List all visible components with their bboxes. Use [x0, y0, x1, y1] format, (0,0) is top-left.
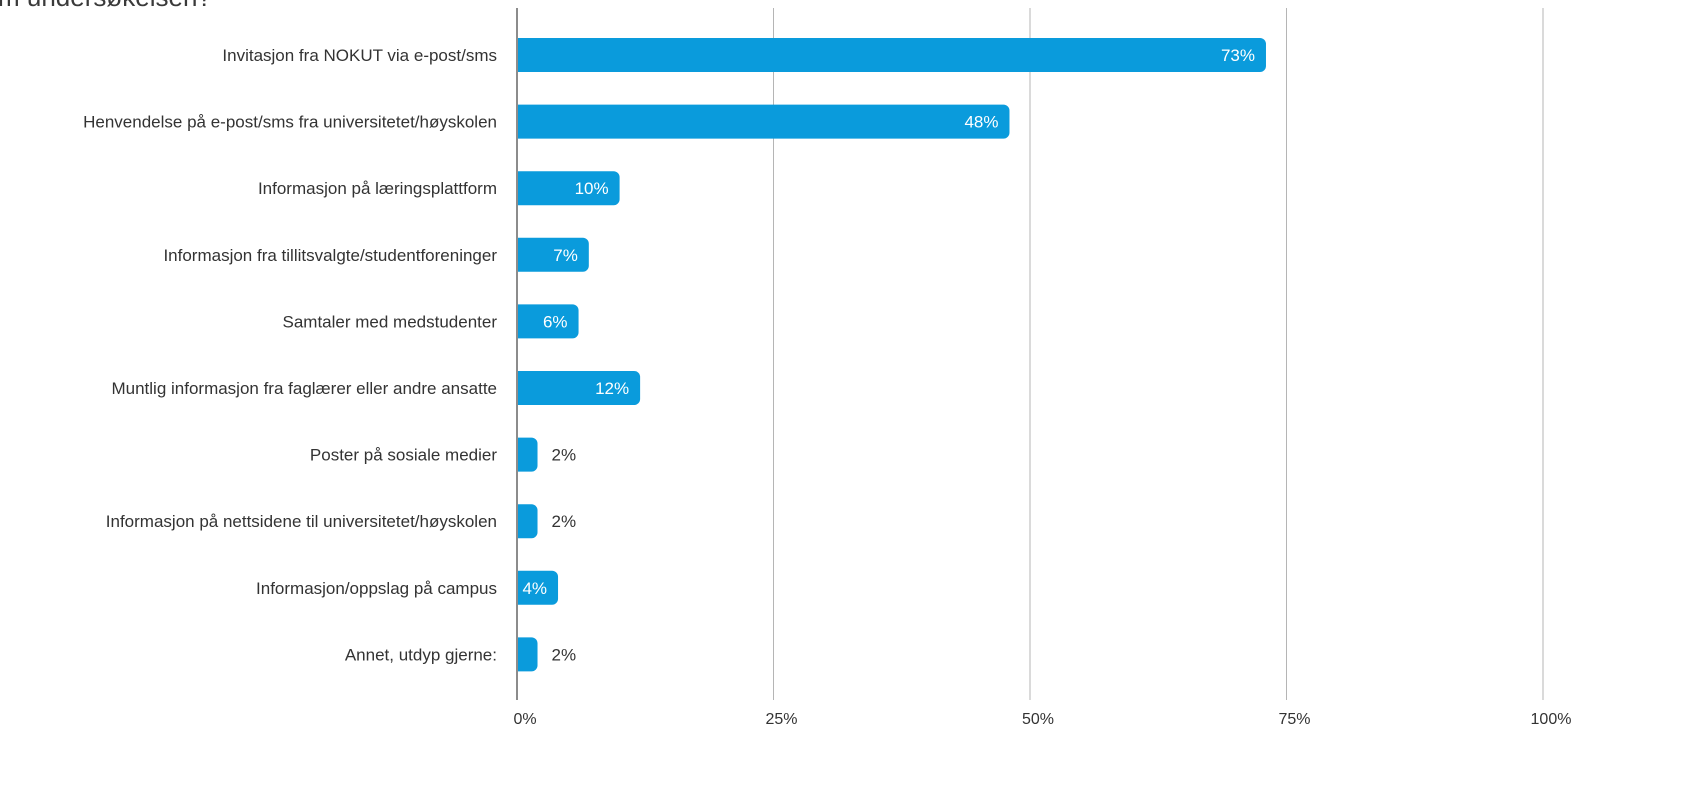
- x-tick-labels: 0% 25% 50% 75% 100%: [513, 711, 1571, 728]
- value-label: 4%: [522, 579, 547, 598]
- category-label: Informasjon på nettsidene til universite…: [106, 512, 497, 531]
- bar: [517, 38, 1266, 72]
- category-label: Samtaler med medstudenter: [283, 312, 498, 331]
- value-label: 2%: [552, 512, 577, 531]
- category-label: Informasjon/oppslag på campus: [256, 579, 497, 598]
- bar: [517, 104, 1010, 139]
- bar: [517, 504, 538, 539]
- chart-title: m undersøkelsen?: [0, 0, 212, 12]
- value-label: 7%: [553, 246, 578, 265]
- bar: [517, 237, 589, 272]
- bar: [517, 637, 538, 672]
- value-label: 12%: [595, 379, 629, 398]
- category-label: Muntlig informasjon fra faglærer eller a…: [111, 379, 497, 398]
- x-tick-label: 100%: [1531, 711, 1572, 728]
- x-tick-label: 0%: [513, 711, 536, 728]
- category-label: Informasjon fra tillitsvalgte/studentfor…: [163, 246, 497, 265]
- value-label: 48%: [964, 113, 998, 132]
- x-tick-label: 25%: [765, 711, 797, 728]
- category-label: Poster på sosiale medier: [310, 446, 497, 465]
- bar: [517, 437, 538, 472]
- category-label: Annet, utdyp gjerne:: [345, 645, 497, 664]
- bar: [517, 570, 559, 605]
- category-label: Invitasjon fra NOKUT via e-post/sms: [222, 46, 497, 65]
- bar: [517, 304, 579, 339]
- category-label: Henvendelse på e-post/sms fra universite…: [83, 113, 497, 132]
- x-tick-label: 50%: [1022, 711, 1054, 728]
- bar: [517, 371, 641, 405]
- category-labels: Invitasjon fra NOKUT via e-post/sms Henve…: [83, 46, 497, 664]
- category-label: Informasjon på læringsplattform: [258, 179, 497, 198]
- value-label: 6%: [543, 312, 568, 331]
- value-label: 2%: [552, 446, 577, 465]
- x-tick-label: 75%: [1278, 711, 1310, 728]
- value-label: 73%: [1221, 46, 1255, 65]
- value-labels: 73% 48% 10% 7% 6% 12% 2% 2% 4% 2%: [522, 46, 1255, 664]
- gridlines: [773, 8, 1544, 700]
- bars: [517, 38, 1266, 672]
- value-label: 2%: [552, 645, 577, 664]
- bar: [517, 171, 620, 206]
- value-label: 10%: [575, 179, 609, 198]
